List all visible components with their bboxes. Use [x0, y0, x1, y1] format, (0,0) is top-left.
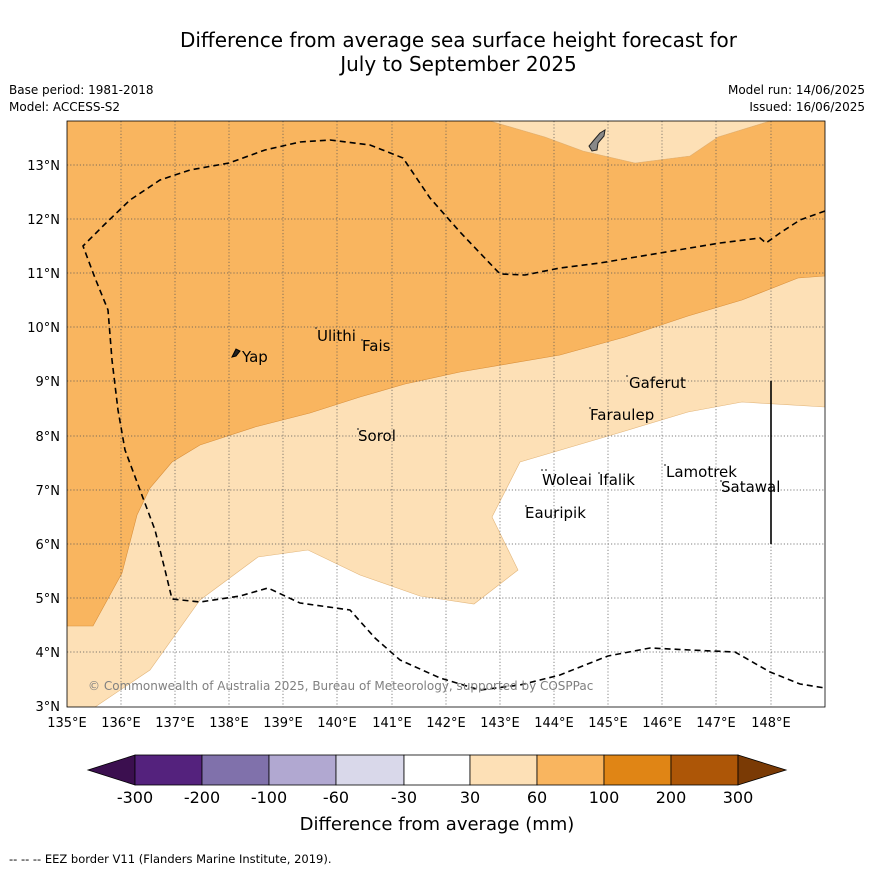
colorbar-tick-label: 300 — [723, 788, 754, 807]
colorbar-bin — [268, 754, 337, 786]
lon-label: 144°E — [534, 716, 574, 731]
lat-label: 9°N — [36, 375, 61, 390]
place-label-faraulep: Faraulep — [590, 406, 654, 424]
yap-island-icon — [231, 348, 241, 358]
lat-label: 5°N — [36, 592, 61, 607]
colorbar-arrow-high — [737, 754, 788, 786]
region-30-60-top — [489, 121, 771, 164]
colorbar — [86, 754, 788, 786]
colorbar-bin — [335, 754, 405, 786]
place-label-yap: Yap — [241, 348, 268, 366]
colorbar-bin — [536, 754, 605, 786]
place-label-sorol: Sorol — [358, 427, 396, 445]
chart-title: Difference from average sea surface heig… — [0, 28, 873, 76]
place-label-woleai: Woleai — [542, 471, 592, 489]
place-label-gaferut: Gaferut — [629, 374, 686, 392]
lat-label: 6°N — [36, 538, 61, 553]
lon-label: 143°E — [480, 716, 520, 731]
colorbar-tick-label: -30 — [391, 788, 417, 807]
eez-border — [82, 139, 825, 691]
place-label-satawal: Satawal — [721, 478, 780, 496]
meta-right: Model run: 14/06/2025 Issued: 16/06/2025 — [728, 82, 865, 116]
lat-label: 11°N — [27, 267, 60, 282]
lat-label: 4°N — [36, 646, 61, 661]
meta-left: Base period: 1981-2018 Model: ACCESS-S2 — [9, 82, 154, 116]
issued-date: Issued: 16/06/2025 — [749, 100, 865, 114]
colorbar-tick-label: -100 — [251, 788, 287, 807]
map-area — [67, 121, 825, 707]
lon-label: 147°E — [696, 716, 736, 731]
place-label-ulithi: Ulithi — [317, 327, 356, 345]
colorbar-bin — [603, 754, 672, 786]
place-label-eauripik: Eauripik — [525, 504, 586, 522]
map-frame — [66, 120, 826, 708]
colorbar-tick-label: 30 — [460, 788, 480, 807]
model-name: Model: ACCESS-S2 — [9, 100, 121, 114]
colorbar-bin — [134, 754, 203, 786]
guam-island-icon — [588, 129, 606, 152]
colorbar-axis-label: Difference from average (mm) — [300, 814, 575, 835]
lat-label: 12°N — [27, 213, 60, 228]
lon-label: 137°E — [155, 716, 195, 731]
lat-label: 3°N — [36, 700, 61, 715]
title-line-2: July to September 2025 — [340, 52, 577, 76]
place-label-fais: Fais — [362, 337, 391, 355]
colorbar-tick-label: -200 — [184, 788, 220, 807]
lon-label: 136°E — [101, 716, 141, 731]
place-label-lamotrek: Lamotrek — [666, 463, 737, 481]
lon-label: 148°E — [751, 716, 791, 731]
colorbar-tick-label: 100 — [589, 788, 620, 807]
colorbar-tick-label: 200 — [656, 788, 687, 807]
lon-label: 145°E — [588, 716, 628, 731]
lon-label: 138°E — [209, 716, 249, 731]
colorbar-bin — [670, 754, 739, 786]
colorbar-arrow-low — [86, 754, 136, 786]
lat-label: 7°N — [36, 484, 61, 499]
lat-label: 8°N — [36, 430, 61, 445]
colorbar-tick-label: 60 — [527, 788, 547, 807]
atoll-dots — [315, 327, 722, 507]
title-line-1: Difference from average sea surface heig… — [179, 28, 738, 52]
colorbar-tick-label: -60 — [323, 788, 349, 807]
lon-label: 142°E — [426, 716, 466, 731]
lon-label: 141°E — [372, 716, 412, 731]
eez-footnote: -- -- -- EEZ border V11 (Flanders Marine… — [9, 852, 332, 866]
copyright-text: © Commonwealth of Australia 2025, Bureau… — [88, 679, 593, 693]
lon-label: 135°E — [47, 716, 87, 731]
colorbar-bin — [201, 754, 270, 786]
base-period: Base period: 1981-2018 — [9, 83, 154, 97]
lon-label: 146°E — [642, 716, 682, 731]
lon-label: 140°E — [317, 716, 357, 731]
place-label-ifalik: Ifalik — [599, 471, 635, 489]
lon-label: 139°E — [263, 716, 303, 731]
lat-label: 10°N — [27, 321, 60, 336]
colorbar-bin — [469, 754, 538, 786]
lat-label: 13°N — [27, 159, 60, 174]
colorbar-tick-label: -300 — [117, 788, 153, 807]
colorbar-bin — [403, 754, 471, 786]
model-run: Model run: 14/06/2025 — [727, 83, 865, 97]
